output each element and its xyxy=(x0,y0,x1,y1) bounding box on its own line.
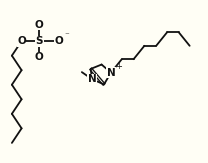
Text: ⁻: ⁻ xyxy=(64,31,69,41)
Text: N: N xyxy=(106,68,115,78)
Text: N: N xyxy=(88,74,96,84)
Text: O: O xyxy=(17,36,26,46)
Text: O: O xyxy=(54,36,63,46)
Text: S: S xyxy=(36,36,43,46)
Text: O: O xyxy=(35,20,44,30)
Text: O: O xyxy=(35,52,44,62)
Text: +: + xyxy=(115,62,122,71)
